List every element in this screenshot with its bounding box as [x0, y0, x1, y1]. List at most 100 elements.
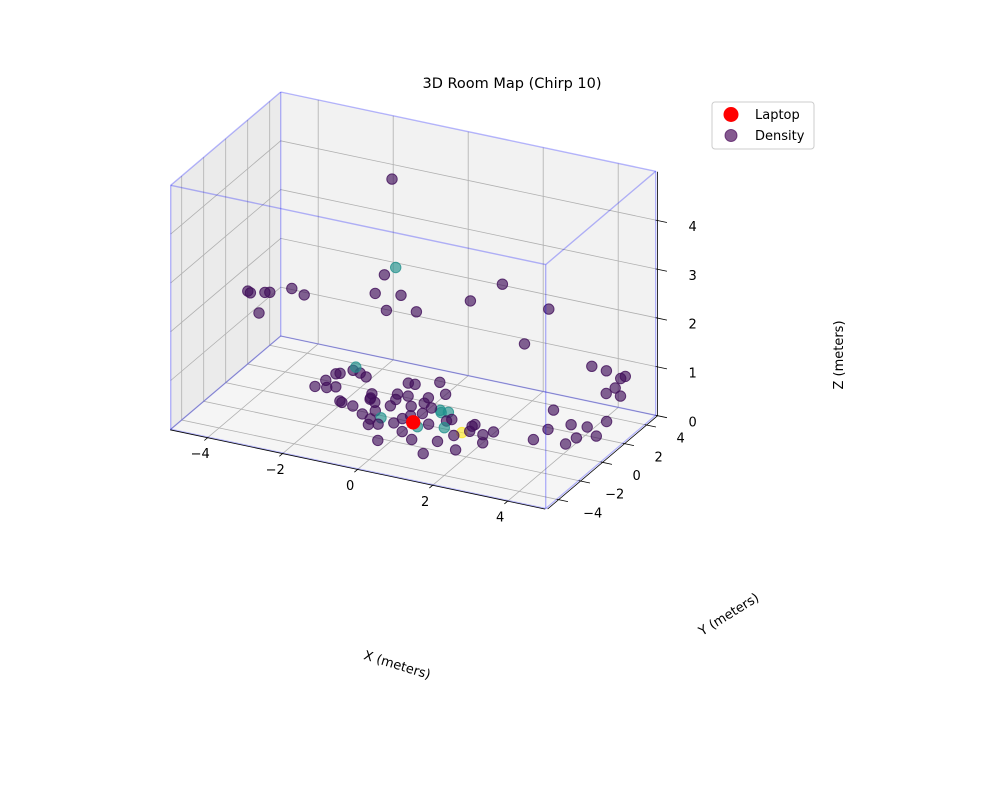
z-tick-mark: [655, 414, 668, 419]
density-point: [406, 433, 418, 446]
density-point: [372, 418, 384, 430]
density-point: [309, 380, 321, 393]
x-tick-mark: [279, 452, 284, 457]
density-point: [347, 400, 359, 412]
z-grid-line: [170, 237, 656, 333]
density-point: [434, 376, 446, 388]
density-point: [570, 432, 583, 444]
density-point: [372, 434, 384, 447]
density-point: [369, 287, 381, 300]
density-point: [559, 438, 572, 450]
room-box-edge: [545, 170, 657, 266]
density-point: [422, 418, 435, 430]
density-point: [448, 429, 460, 442]
density-point: [356, 408, 368, 420]
density-point: [388, 417, 400, 429]
x-tick-mark: [354, 468, 359, 473]
density-point: [615, 372, 627, 385]
density-point: [527, 433, 540, 446]
density-point: [286, 282, 298, 295]
density-point: [405, 400, 417, 412]
density-point: [350, 361, 362, 373]
density-point: [336, 396, 348, 409]
density-point: [449, 444, 462, 456]
z-tick-mark: [655, 219, 668, 223]
density-point: [586, 360, 598, 372]
x-tick-mark: [204, 436, 209, 441]
density-point: [395, 289, 407, 301]
x-tick-label: 0: [346, 479, 354, 494]
density-point: [600, 415, 613, 428]
density-point: [378, 269, 391, 281]
density-point: [425, 402, 438, 414]
density-point: [565, 419, 577, 431]
y-tick-label: −4: [583, 506, 602, 521]
density-point: [477, 437, 489, 449]
density-point: [446, 413, 458, 426]
density-point: [600, 387, 612, 400]
density-point: [609, 382, 621, 394]
y-tick-label: 2: [655, 450, 663, 465]
density-point: [496, 278, 509, 290]
density-point: [581, 421, 593, 433]
density-point: [259, 286, 271, 299]
chart-title: 3D Room Map (Chirp 10): [423, 76, 602, 92]
z-grid-line: [170, 286, 656, 381]
room-box-edge: [170, 184, 546, 266]
y-tick-mark: [622, 442, 635, 447]
density-point: [464, 425, 476, 437]
y-tick-label: 0: [633, 469, 641, 484]
density-point: [386, 173, 398, 185]
density-point: [487, 426, 500, 438]
room-box-back: [170, 91, 657, 430]
density-point: [402, 390, 414, 402]
density-point: [244, 287, 257, 299]
density-point: [614, 390, 627, 402]
density-point: [422, 392, 435, 404]
density-point: [600, 365, 613, 377]
y-tick-mark: [556, 498, 569, 503]
y-tick-mark: [600, 461, 613, 465]
laptop-point: [406, 415, 421, 430]
x-tick-label: −2: [266, 463, 285, 478]
density-point: [390, 393, 402, 406]
z-tick-mark: [655, 268, 668, 272]
density-point: [435, 406, 447, 419]
density-point: [390, 261, 402, 274]
density-point: [438, 422, 450, 434]
density-point: [518, 338, 531, 350]
y-tick-label: 4: [677, 432, 685, 447]
density-point: [362, 418, 375, 431]
z-tick-label: 0: [689, 415, 697, 430]
legend-density-marker: [724, 129, 738, 142]
legend: Laptop Density: [711, 101, 815, 150]
y-tick-mark: [578, 480, 591, 484]
density-point: [410, 306, 423, 318]
density-point: [543, 303, 555, 315]
z-tick-label: 2: [689, 318, 697, 333]
z-tick-label: 3: [689, 269, 697, 284]
density-point: [590, 430, 602, 442]
y-tick-mark: [644, 424, 657, 428]
z-grid-line: [170, 335, 656, 430]
x-tick-mark: [504, 500, 509, 505]
z-tick-label: 1: [689, 367, 697, 382]
z-tick-mark: [655, 317, 668, 321]
x-tick-mark: [429, 484, 434, 489]
x-tick-label: 4: [496, 511, 504, 526]
z-tick-label: 4: [689, 220, 697, 235]
density-point: [464, 295, 477, 307]
z-grid-line: [170, 140, 656, 235]
density-point: [431, 435, 444, 448]
legend-density-label: Density: [755, 129, 805, 144]
z-tick-mark: [655, 366, 668, 370]
z-axis-label: Z (meters): [832, 320, 847, 389]
room-box-edge: [280, 91, 656, 172]
density-point: [330, 381, 342, 393]
density-point: [416, 407, 429, 420]
density-point: [298, 289, 310, 301]
density-point: [380, 304, 393, 317]
y-tick-label: −2: [605, 488, 624, 503]
density-point: [253, 307, 265, 319]
